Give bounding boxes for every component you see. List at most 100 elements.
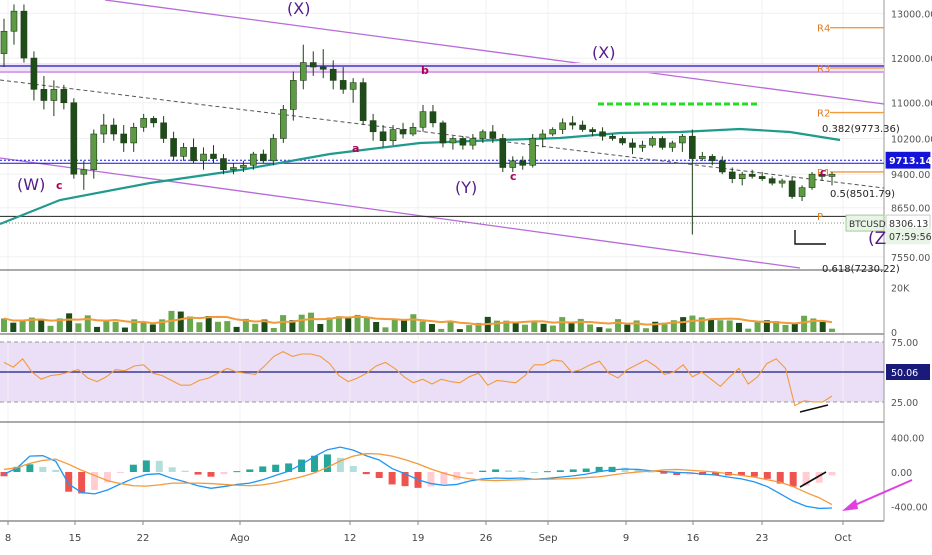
pivot-label-p: P [817, 212, 823, 223]
volume-bar [531, 321, 538, 332]
volume-bar [289, 320, 296, 332]
x-tick-label: Oct [834, 533, 851, 544]
macd-histogram-bar [621, 467, 629, 472]
macd-histogram-bar [13, 466, 21, 472]
volume-bar [773, 321, 780, 332]
volume-bar [549, 325, 556, 332]
macd-histogram-bar [298, 459, 306, 472]
price-tick-label: 10200.00 [891, 134, 932, 145]
volume-bar [596, 327, 603, 332]
macd-histogram-bar [155, 460, 163, 472]
candle-body [539, 133, 546, 139]
volume-bar [605, 328, 612, 332]
candle-body [160, 122, 167, 139]
candle-body [270, 138, 277, 162]
price-tick-label: 12000.00 [891, 54, 932, 65]
candle-body [748, 173, 756, 177]
symbol-tag: BTCUSD [849, 220, 886, 230]
candle-body [260, 153, 267, 162]
candle-body [489, 131, 497, 139]
macd-histogram-bar [388, 472, 396, 485]
volume-bar [326, 317, 333, 332]
volume-bar [28, 317, 35, 332]
candle-body [738, 173, 746, 179]
wave-label: c [56, 179, 63, 192]
wave-label: b [421, 64, 429, 77]
price-tag-box [885, 151, 931, 169]
candle-body [659, 138, 666, 148]
volume-bar [270, 328, 277, 332]
volume-bar [819, 322, 826, 332]
volume-bar [214, 321, 221, 332]
x-tick-label: 16 [687, 533, 700, 544]
candle-body [708, 156, 716, 162]
macd-histogram-bar [737, 472, 745, 476]
macd-histogram-bar [349, 466, 357, 472]
macd-histogram-bar [323, 454, 331, 472]
rsi-divergence-line [799, 404, 829, 413]
volume-bar [94, 326, 101, 332]
candle-body [20, 10, 28, 59]
volume-bar [317, 324, 324, 332]
volume-bar [717, 320, 724, 332]
volume-bar [131, 319, 138, 332]
volume-bar [568, 323, 575, 332]
volume-bar [419, 321, 426, 332]
macd-histogram-bar [712, 472, 720, 475]
channel-upper-line [104, 0, 885, 105]
macd-histogram-bar [647, 471, 655, 473]
candle-body [788, 180, 796, 197]
volume-bar [661, 322, 668, 332]
macd-histogram-bar [595, 466, 603, 472]
price-tick-label: 11000.00 [891, 99, 932, 110]
candle-body [230, 167, 237, 171]
volume-bar [261, 319, 268, 332]
rsi-value-tag-box [886, 364, 930, 380]
candle-body [130, 127, 137, 144]
candle-body [439, 122, 447, 144]
price-tag-box [885, 227, 931, 245]
volume-bar [19, 320, 26, 332]
candle-body [768, 178, 776, 184]
volume-bar [708, 319, 715, 332]
volume-bar [466, 325, 473, 332]
rsi-tick-label: 75.00 [891, 338, 918, 349]
macd-histogram-bar [673, 472, 681, 475]
macd-histogram-bar [802, 472, 810, 486]
volume-bar [763, 320, 770, 332]
candle-body [579, 124, 586, 130]
volume-bar [642, 328, 649, 332]
volume-bar [401, 320, 408, 332]
magenta-arrow-shaft [847, 479, 913, 509]
macd-histogram-bar [518, 470, 525, 472]
macd-histogram-bar [789, 472, 797, 487]
rsi-line [3, 350, 833, 407]
volume-bar [456, 329, 463, 332]
macd-histogram-bar [453, 472, 461, 480]
trend-line-dashed [0, 79, 885, 189]
price-tick-label: 9400.00 [891, 170, 930, 181]
wave-label: (Y) [455, 178, 477, 197]
candle-body [309, 62, 317, 68]
candle-body [200, 153, 207, 162]
candle-body [549, 129, 556, 135]
candle-body [280, 109, 287, 139]
volume-bar [633, 320, 640, 332]
volume-bar [745, 328, 752, 332]
volume-bar [373, 322, 380, 332]
candle-body [10, 10, 18, 32]
macd-histogram-bar [259, 466, 267, 472]
wave-label: (X) [287, 0, 310, 18]
volume-bar [726, 320, 733, 332]
volume-bar [615, 319, 622, 332]
price-tag: 9713.14 [885, 151, 932, 169]
macd-histogram-bar [233, 471, 241, 473]
candle-body [469, 138, 477, 146]
price-tick-label: 13000.00 [891, 9, 932, 20]
candle-body [689, 135, 696, 159]
candle-body [778, 180, 786, 184]
macd-tick-label: 0.00 [891, 468, 912, 479]
macd-histogram-bar [582, 468, 590, 472]
candle-body [339, 80, 347, 90]
macd-histogram-bar [362, 472, 370, 475]
